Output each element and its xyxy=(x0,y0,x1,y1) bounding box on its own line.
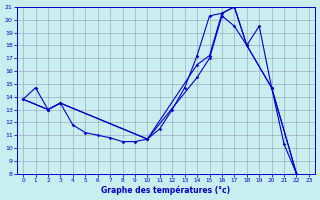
X-axis label: Graphe des températures (°c): Graphe des températures (°c) xyxy=(101,186,231,195)
